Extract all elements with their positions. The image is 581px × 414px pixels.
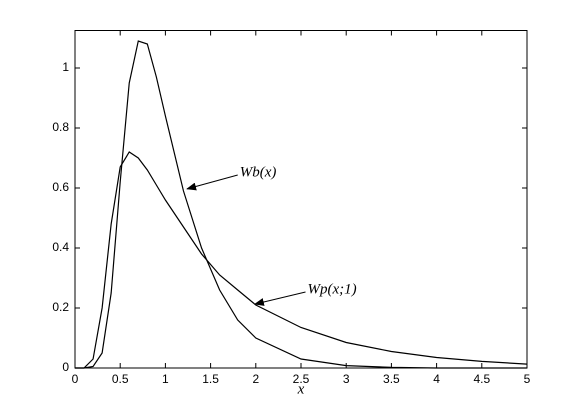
x-tick-label: 0 [72, 372, 79, 386]
y-tick-label: 1 [62, 60, 69, 74]
x-tick-label: 5 [524, 372, 531, 386]
x-axis-label: x [297, 381, 305, 397]
line [75, 151, 528, 369]
x-tick-label: 3.5 [383, 372, 400, 386]
x-tick-label: 1 [162, 372, 169, 386]
annotation-arrow [186, 174, 238, 191]
x-tick-label: 4.5 [473, 372, 490, 386]
y-tick-label: 0.2 [52, 300, 69, 314]
annotation: Wb(x) [240, 164, 277, 180]
line [75, 40, 527, 369]
x-tick-label: 2 [252, 372, 259, 386]
annotation-arrow [253, 291, 306, 306]
x-tick-label: 0.5 [112, 372, 129, 386]
y-tick-label: 0 [62, 360, 69, 374]
x-tick-label: 4 [433, 372, 440, 386]
y-tick-label: 0.4 [52, 240, 69, 254]
x-tick-label: 2.5 [293, 372, 310, 386]
y-tick-label: 0.8 [52, 120, 69, 134]
y-tick-label: 0.6 [52, 180, 69, 194]
x-tick-label: 3 [343, 372, 350, 386]
x-tick-label: 1.5 [202, 372, 219, 386]
plot-frame [74, 30, 528, 369]
annotation: Wp(x;1) [308, 281, 357, 297]
